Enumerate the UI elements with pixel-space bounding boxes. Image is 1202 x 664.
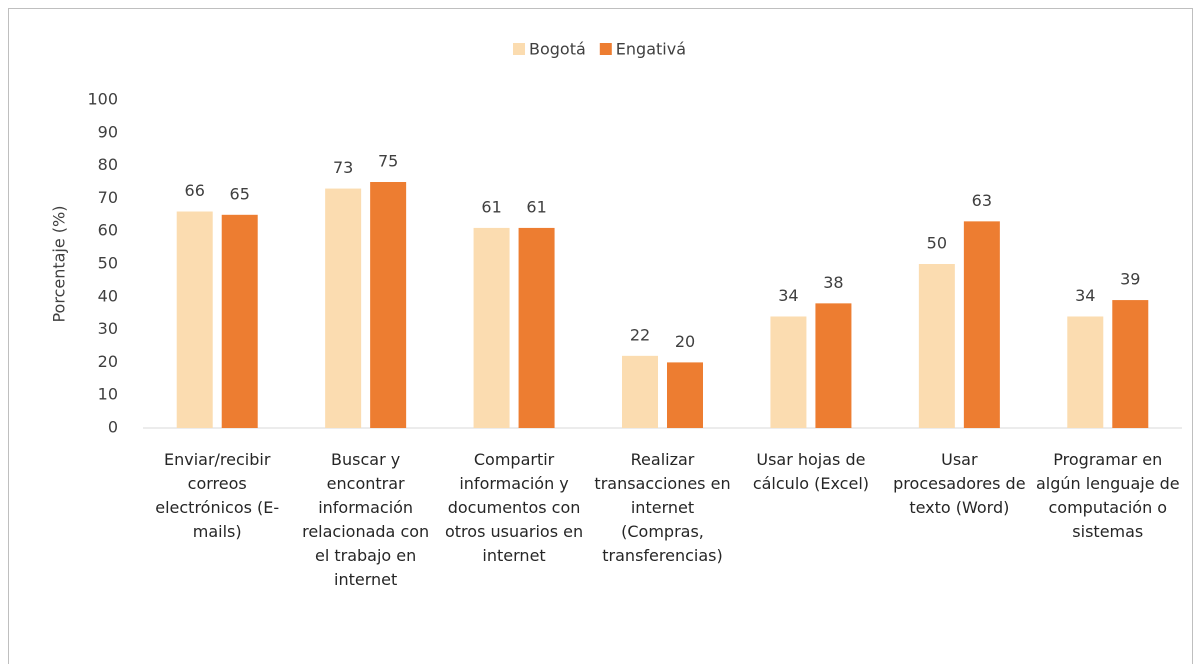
y-axis-label: Porcentaje (%)	[50, 205, 69, 322]
y-tick-label: 60	[98, 221, 118, 240]
chart-frame	[8, 8, 1193, 664]
y-tick-label: 30	[98, 319, 118, 338]
legend-label: Bogotá	[529, 40, 586, 59]
data-label: 65	[230, 184, 250, 203]
bar	[622, 355, 658, 428]
x-tick-label: Usar procesadores de texto (Word)	[893, 450, 1026, 517]
bar	[1112, 300, 1149, 428]
y-tick-label: 20	[98, 352, 118, 371]
data-label: 22	[630, 325, 650, 344]
x-tick-label: Programar en algún lenguaje de computaci…	[1035, 450, 1180, 541]
bar	[770, 316, 807, 428]
data-label: 34	[778, 286, 798, 305]
y-tick-label: 80	[98, 155, 118, 174]
data-label: 20	[675, 332, 695, 351]
data-label: 63	[972, 191, 992, 210]
bar	[1067, 316, 1104, 428]
bar	[518, 227, 555, 428]
y-tick-label: 70	[98, 188, 118, 207]
x-tick-label: Enviar/recibir correos electrónicos (E-m…	[155, 450, 280, 541]
data-label: 61	[526, 197, 546, 216]
data-label: 50	[927, 234, 947, 253]
y-tick-label: 90	[98, 122, 118, 141]
data-label: 39	[1120, 270, 1140, 289]
x-tick-label: Realizar transacciones en internet (Comp…	[594, 450, 731, 565]
y-tick-label: 10	[98, 385, 118, 404]
data-label: 61	[481, 197, 501, 216]
data-label: 38	[823, 273, 843, 292]
bar	[325, 188, 362, 428]
legend-swatch	[513, 43, 525, 55]
data-label: 34	[1075, 286, 1095, 305]
y-tick-label: 0	[108, 418, 118, 437]
bar	[176, 211, 213, 428]
x-tick-label: Compartir información y documentos con o…	[444, 450, 584, 565]
data-label: 75	[378, 152, 398, 171]
legend-label: Engativá	[616, 40, 686, 59]
bar	[815, 303, 852, 428]
bar	[918, 264, 955, 428]
y-tick-label: 50	[98, 254, 118, 273]
y-tick-label: 100	[87, 90, 118, 109]
data-label: 66	[185, 181, 205, 200]
bar	[473, 227, 510, 428]
x-tick-label: Buscar y encontrar información relaciona…	[302, 450, 430, 589]
bar	[370, 182, 407, 428]
bar	[221, 214, 258, 428]
y-tick-label: 40	[98, 286, 118, 305]
bar	[667, 362, 703, 428]
data-label: 73	[333, 158, 353, 177]
bar	[963, 221, 1000, 428]
x-tick-label: Usar hojas de cálculo (Excel)	[752, 450, 869, 493]
legend-swatch	[599, 43, 612, 55]
